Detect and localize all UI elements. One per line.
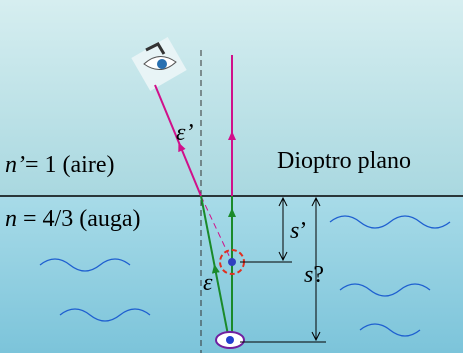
distance-label: s? (304, 262, 324, 288)
title: Dioptro plano (277, 148, 411, 174)
page: n’= 1 (aire) Dioptro plano n = 4/3 (auga… (0, 0, 463, 353)
label: = 1 (aire) (25, 152, 114, 178)
label: = 4/3 (auga) (17, 206, 141, 232)
mark: ? (313, 262, 324, 288)
symbol: s (304, 262, 313, 288)
angle-label: ε (203, 270, 213, 296)
angle-label: ε’ (176, 120, 193, 146)
symbol: s (290, 218, 299, 244)
mark: ’ (299, 218, 307, 244)
symbol: n (5, 206, 17, 232)
diagram: n’= 1 (aire) Dioptro plano n = 4/3 (auga… (0, 0, 463, 353)
medium-label: n = 4/3 (auga) (5, 206, 141, 232)
symbol: n’ (5, 152, 25, 178)
object (216, 332, 244, 348)
medium-label: n’= 1 (aire) (5, 152, 114, 178)
distance-label: s’ (290, 218, 307, 244)
